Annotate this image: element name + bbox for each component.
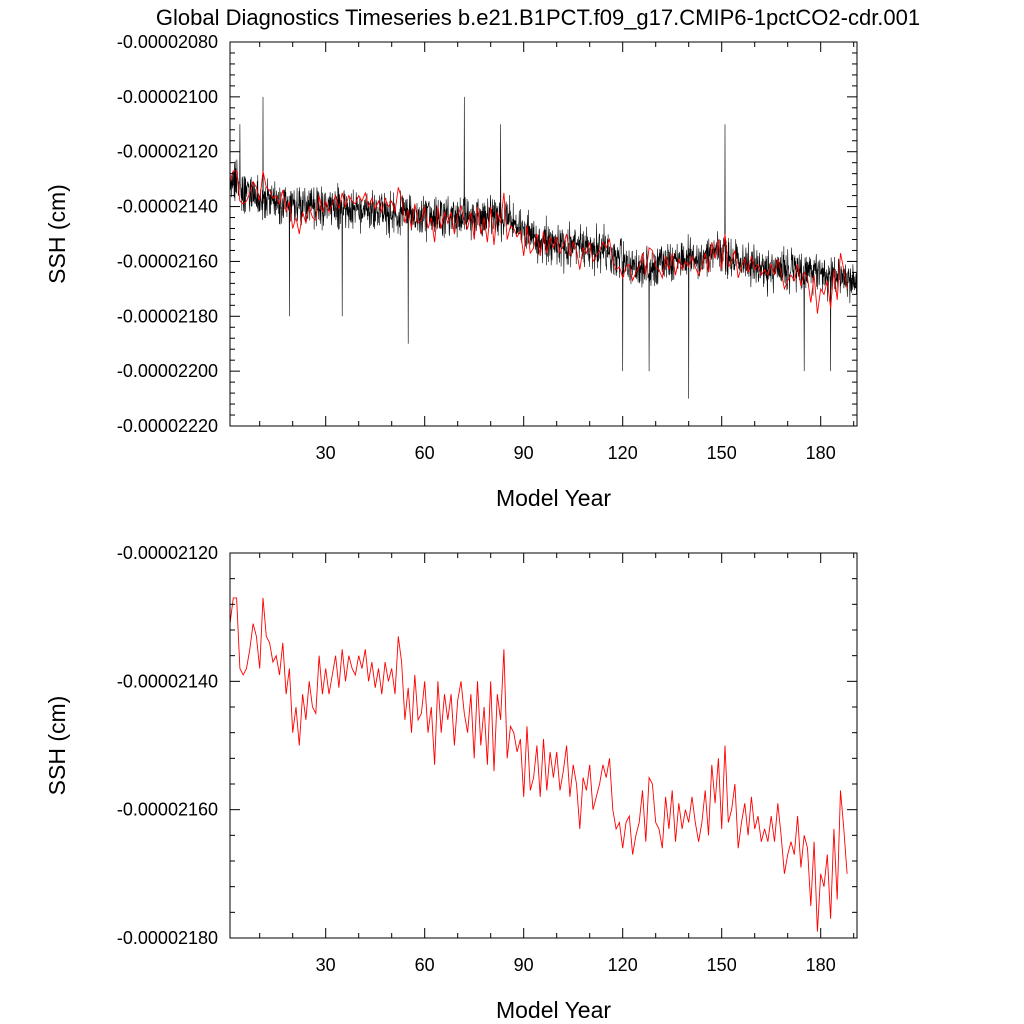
x-tick-label: 150 [707, 955, 737, 975]
bottom-panel: 30 60 90 120 150 180 -0.00002120 -0.00002140 -0.… [44, 543, 858, 1023]
x-tick-label: 120 [608, 955, 638, 975]
y-tick-label: -0.00002200 [117, 361, 218, 381]
plot-frame [229, 41, 858, 427]
series-line-annual [230, 597, 848, 932]
x-axis-label: Model Year [496, 997, 611, 1023]
x-tick-label: 150 [707, 443, 737, 463]
x-tick-label: 30 [316, 955, 336, 975]
x-tick-label: 90 [514, 955, 534, 975]
y-tick-label: -0.00002160 [117, 251, 218, 271]
x-tick-label: 90 [514, 443, 534, 463]
x-tick-label: 180 [806, 443, 836, 463]
y-tick-label: -0.00002140 [117, 671, 218, 691]
y-tick-label: -0.00002080 [117, 32, 218, 52]
y-axis-label: SSH (cm) [44, 696, 70, 796]
x-axis-label: Model Year [496, 485, 611, 511]
top-panel: 30 60 90 120 150 180 -0.00002080 -0.00002100 -0.… [44, 32, 858, 511]
x-tick-label: 60 [415, 955, 435, 975]
x-tick-label: 180 [806, 955, 836, 975]
y-tick-label: -0.00002100 [117, 87, 218, 107]
figure-title: Global Diagnostics Timeseries b.e21.B1PC… [156, 5, 920, 30]
y-tick-label: -0.00002180 [117, 928, 218, 948]
y-tick-label: -0.00002160 [117, 800, 218, 820]
y-tick-label: -0.00002120 [117, 142, 218, 162]
y-tick-label: -0.00002220 [117, 416, 218, 436]
x-tick-label: 120 [608, 443, 638, 463]
series-line-annual [230, 170, 848, 314]
series-line-monthly [230, 96, 857, 399]
y-tick-label: -0.00002140 [117, 197, 218, 217]
y-tick-label: -0.00002180 [117, 306, 218, 326]
y-axis-label: SSH (cm) [44, 184, 70, 284]
plot-frame [229, 552, 858, 939]
x-tick-label: 60 [415, 443, 435, 463]
x-tick-label: 30 [316, 443, 336, 463]
y-tick-label: -0.00002120 [117, 543, 218, 563]
